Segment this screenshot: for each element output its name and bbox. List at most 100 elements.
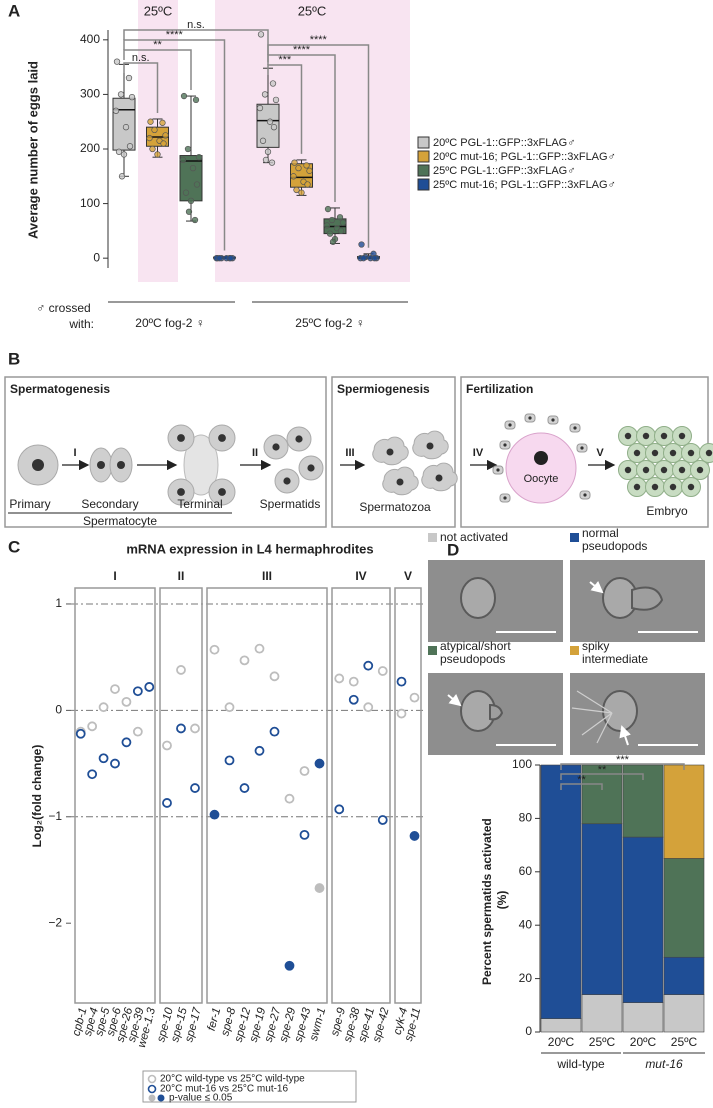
point	[372, 255, 378, 261]
point	[163, 741, 171, 749]
y-tick-label: 60	[519, 864, 533, 878]
point	[258, 32, 264, 38]
point	[113, 108, 119, 114]
legend-marker	[149, 1076, 156, 1083]
point	[350, 696, 358, 704]
panel-frame	[75, 588, 155, 1003]
cell-label: Terminal	[177, 497, 222, 511]
nucleus	[177, 434, 185, 442]
point	[359, 242, 365, 248]
legend-swatch	[428, 533, 437, 542]
y-tick-label: 200	[80, 141, 100, 155]
point	[100, 754, 108, 762]
shade-label: 25ºC	[298, 3, 327, 18]
y-tick-label: 100	[80, 196, 100, 210]
point	[304, 163, 310, 169]
group-label: 25ºC fog-2 ♀	[295, 316, 364, 330]
panel-frame	[207, 588, 327, 1003]
point	[361, 255, 367, 261]
section-title: Spermiogenesis	[337, 382, 430, 396]
x-tick-label: 20ºC	[630, 1035, 657, 1049]
group-label: mut-16	[645, 1057, 683, 1071]
panel-header: V	[404, 569, 412, 583]
point	[324, 223, 330, 229]
panel-header: IV	[355, 569, 366, 583]
y-tick-label: 100	[512, 757, 532, 771]
point	[325, 206, 331, 212]
nucleus	[688, 450, 694, 456]
sperm-nucleus	[580, 446, 583, 449]
point	[256, 645, 264, 653]
significance-label: **	[598, 764, 607, 776]
point	[194, 182, 200, 188]
bar-segment	[664, 765, 704, 858]
nucleus	[534, 451, 548, 465]
legend-label: 25ºC PGL-1::GFP::3xFLAG♂	[433, 165, 575, 177]
group-label: 20ºC fog-2 ♀	[135, 316, 204, 330]
sperm-nucleus	[503, 443, 506, 446]
nucleus	[97, 461, 105, 469]
point	[145, 683, 153, 691]
cell-label: Spermatids	[260, 497, 321, 511]
point	[186, 209, 192, 215]
point	[330, 239, 336, 245]
point	[273, 97, 279, 103]
point	[241, 656, 249, 664]
group-label: wild-type	[556, 1057, 605, 1071]
sperm-nucleus	[583, 493, 586, 496]
nucleus	[706, 450, 712, 456]
point	[398, 678, 406, 686]
y-tick-label: 1	[55, 596, 62, 610]
cell-label: Primary	[9, 497, 50, 511]
cell-label: Secondary	[81, 497, 138, 511]
sperm-nucleus	[528, 416, 531, 419]
point	[211, 811, 219, 819]
sperm-nucleus	[508, 423, 511, 426]
legend-swatch	[418, 137, 429, 148]
point	[77, 730, 85, 738]
legend-label: p-value ≤ 0.05	[169, 1093, 233, 1103]
point	[180, 157, 186, 163]
cell-label: Embryo	[646, 504, 688, 518]
nucleus	[652, 484, 658, 490]
point	[177, 724, 185, 732]
point	[286, 962, 294, 970]
panel-frame	[395, 588, 421, 1003]
point	[307, 168, 313, 174]
point	[299, 190, 305, 196]
nucleus	[436, 475, 443, 482]
point	[335, 805, 343, 813]
legend-label: 20ºC PGL-1::GFP::3xFLAG♂	[433, 137, 575, 149]
point	[192, 217, 198, 223]
point	[134, 687, 142, 695]
nucleus	[634, 484, 640, 490]
point	[134, 728, 142, 736]
point	[122, 738, 130, 746]
point	[226, 703, 234, 711]
nucleus	[688, 484, 694, 490]
point	[226, 756, 234, 764]
cell-image	[461, 578, 495, 618]
oocyte	[506, 433, 576, 503]
significance-label: ****	[310, 34, 328, 46]
nucleus	[117, 461, 125, 469]
y-tick-label: 400	[80, 32, 100, 46]
point	[267, 119, 273, 125]
y-tick-label: 20	[519, 971, 533, 985]
legend-label: 25ºC mut-16; PGL-1::GFP::3xFLAG♂	[433, 179, 616, 191]
point	[163, 799, 171, 807]
point	[411, 694, 419, 702]
legend-swatch	[418, 179, 429, 190]
point	[155, 152, 161, 158]
point	[301, 831, 309, 839]
nucleus	[634, 450, 640, 456]
point	[265, 149, 271, 155]
nucleus	[643, 433, 649, 439]
significance-label: n.s.	[132, 52, 150, 64]
point	[271, 672, 279, 680]
y-axis-label: Average number of eggs laid	[25, 61, 40, 239]
point	[211, 646, 219, 654]
point	[147, 135, 153, 141]
point	[286, 795, 294, 803]
bar-segment	[582, 995, 622, 1032]
